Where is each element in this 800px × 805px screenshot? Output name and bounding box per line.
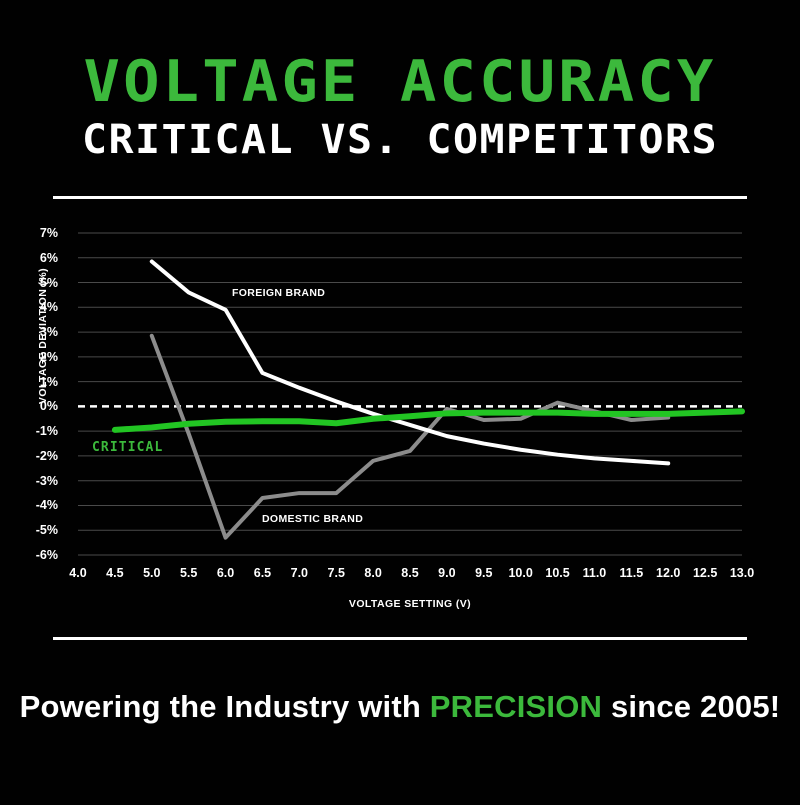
x-tick-label: 8.0 xyxy=(364,566,382,580)
y-tick-label: 2% xyxy=(39,349,58,364)
series-line-foreign-brand xyxy=(149,259,671,466)
y-tick-label: -6% xyxy=(35,548,58,562)
tagline-highlight: PRECISION xyxy=(429,689,603,724)
y-tick-label: -1% xyxy=(35,424,58,439)
y-tick-label: 0% xyxy=(39,399,58,414)
y-tick-label: 5% xyxy=(39,275,58,290)
series-line-domestic-brand xyxy=(149,333,671,540)
x-tick-label: 5.0 xyxy=(143,566,161,580)
x-tick-label: 13.0 xyxy=(729,566,755,580)
y-tick-label: 3% xyxy=(39,325,58,340)
x-tick-label: 9.5 xyxy=(475,566,493,580)
divider-top xyxy=(53,196,747,199)
x-tick-label: 6.0 xyxy=(216,566,235,580)
x-tick-label: 10.5 xyxy=(545,566,570,580)
x-tick-label: 11.0 xyxy=(582,566,607,580)
tagline-text-after: since 2005! xyxy=(602,689,781,724)
footer-tagline: Powering the Industry with PRECISION sin… xyxy=(0,689,800,725)
page-title: VOLTAGE ACCURACY xyxy=(83,49,717,115)
divider-bottom xyxy=(53,637,747,640)
x-tick-label: 4.0 xyxy=(69,566,87,580)
x-tick-label: 12.0 xyxy=(656,566,681,580)
series-line-critical xyxy=(111,408,745,433)
y-tick-label: -3% xyxy=(35,473,58,488)
tagline-text-before: Powering the Industry with xyxy=(19,689,430,724)
y-tick-label: 1% xyxy=(39,374,58,389)
y-tick-label: -4% xyxy=(35,498,58,513)
x-axis-label: VOLTAGE SETTING (V) xyxy=(348,598,472,610)
x-tick-label: 7.0 xyxy=(290,566,309,580)
y-tick-label: 7% xyxy=(39,226,58,240)
series-label-critical: CRITICAL xyxy=(92,440,164,455)
y-tick-label: 6% xyxy=(39,250,58,265)
x-tick-label: 9.0 xyxy=(438,566,456,580)
y-tick-label: -2% xyxy=(35,448,58,463)
x-tick-label: 10.0 xyxy=(508,566,533,580)
x-tick-label: 12.5 xyxy=(692,566,718,580)
y-tick-label: -5% xyxy=(35,523,58,538)
x-tick-label: 4.5 xyxy=(106,566,124,580)
title-block: VOLTAGE ACCURACY CRITICAL VS. COMPETITOR… xyxy=(0,49,800,163)
x-tick-label: 11.5 xyxy=(619,566,644,580)
series-label-domestic-brand: DOMESTIC BRAND xyxy=(262,513,364,525)
x-tick-label: 6.5 xyxy=(253,566,272,580)
x-tick-label: 5.5 xyxy=(179,566,198,580)
series-label-foreign-brand: FOREIGN BRAND xyxy=(232,287,326,299)
y-tick-label: 4% xyxy=(39,300,58,315)
x-tick-label: 7.5 xyxy=(327,566,345,580)
page-subtitle: CRITICAL VS. COMPETITORS xyxy=(81,117,719,163)
x-tick-label: 8.5 xyxy=(401,566,419,580)
